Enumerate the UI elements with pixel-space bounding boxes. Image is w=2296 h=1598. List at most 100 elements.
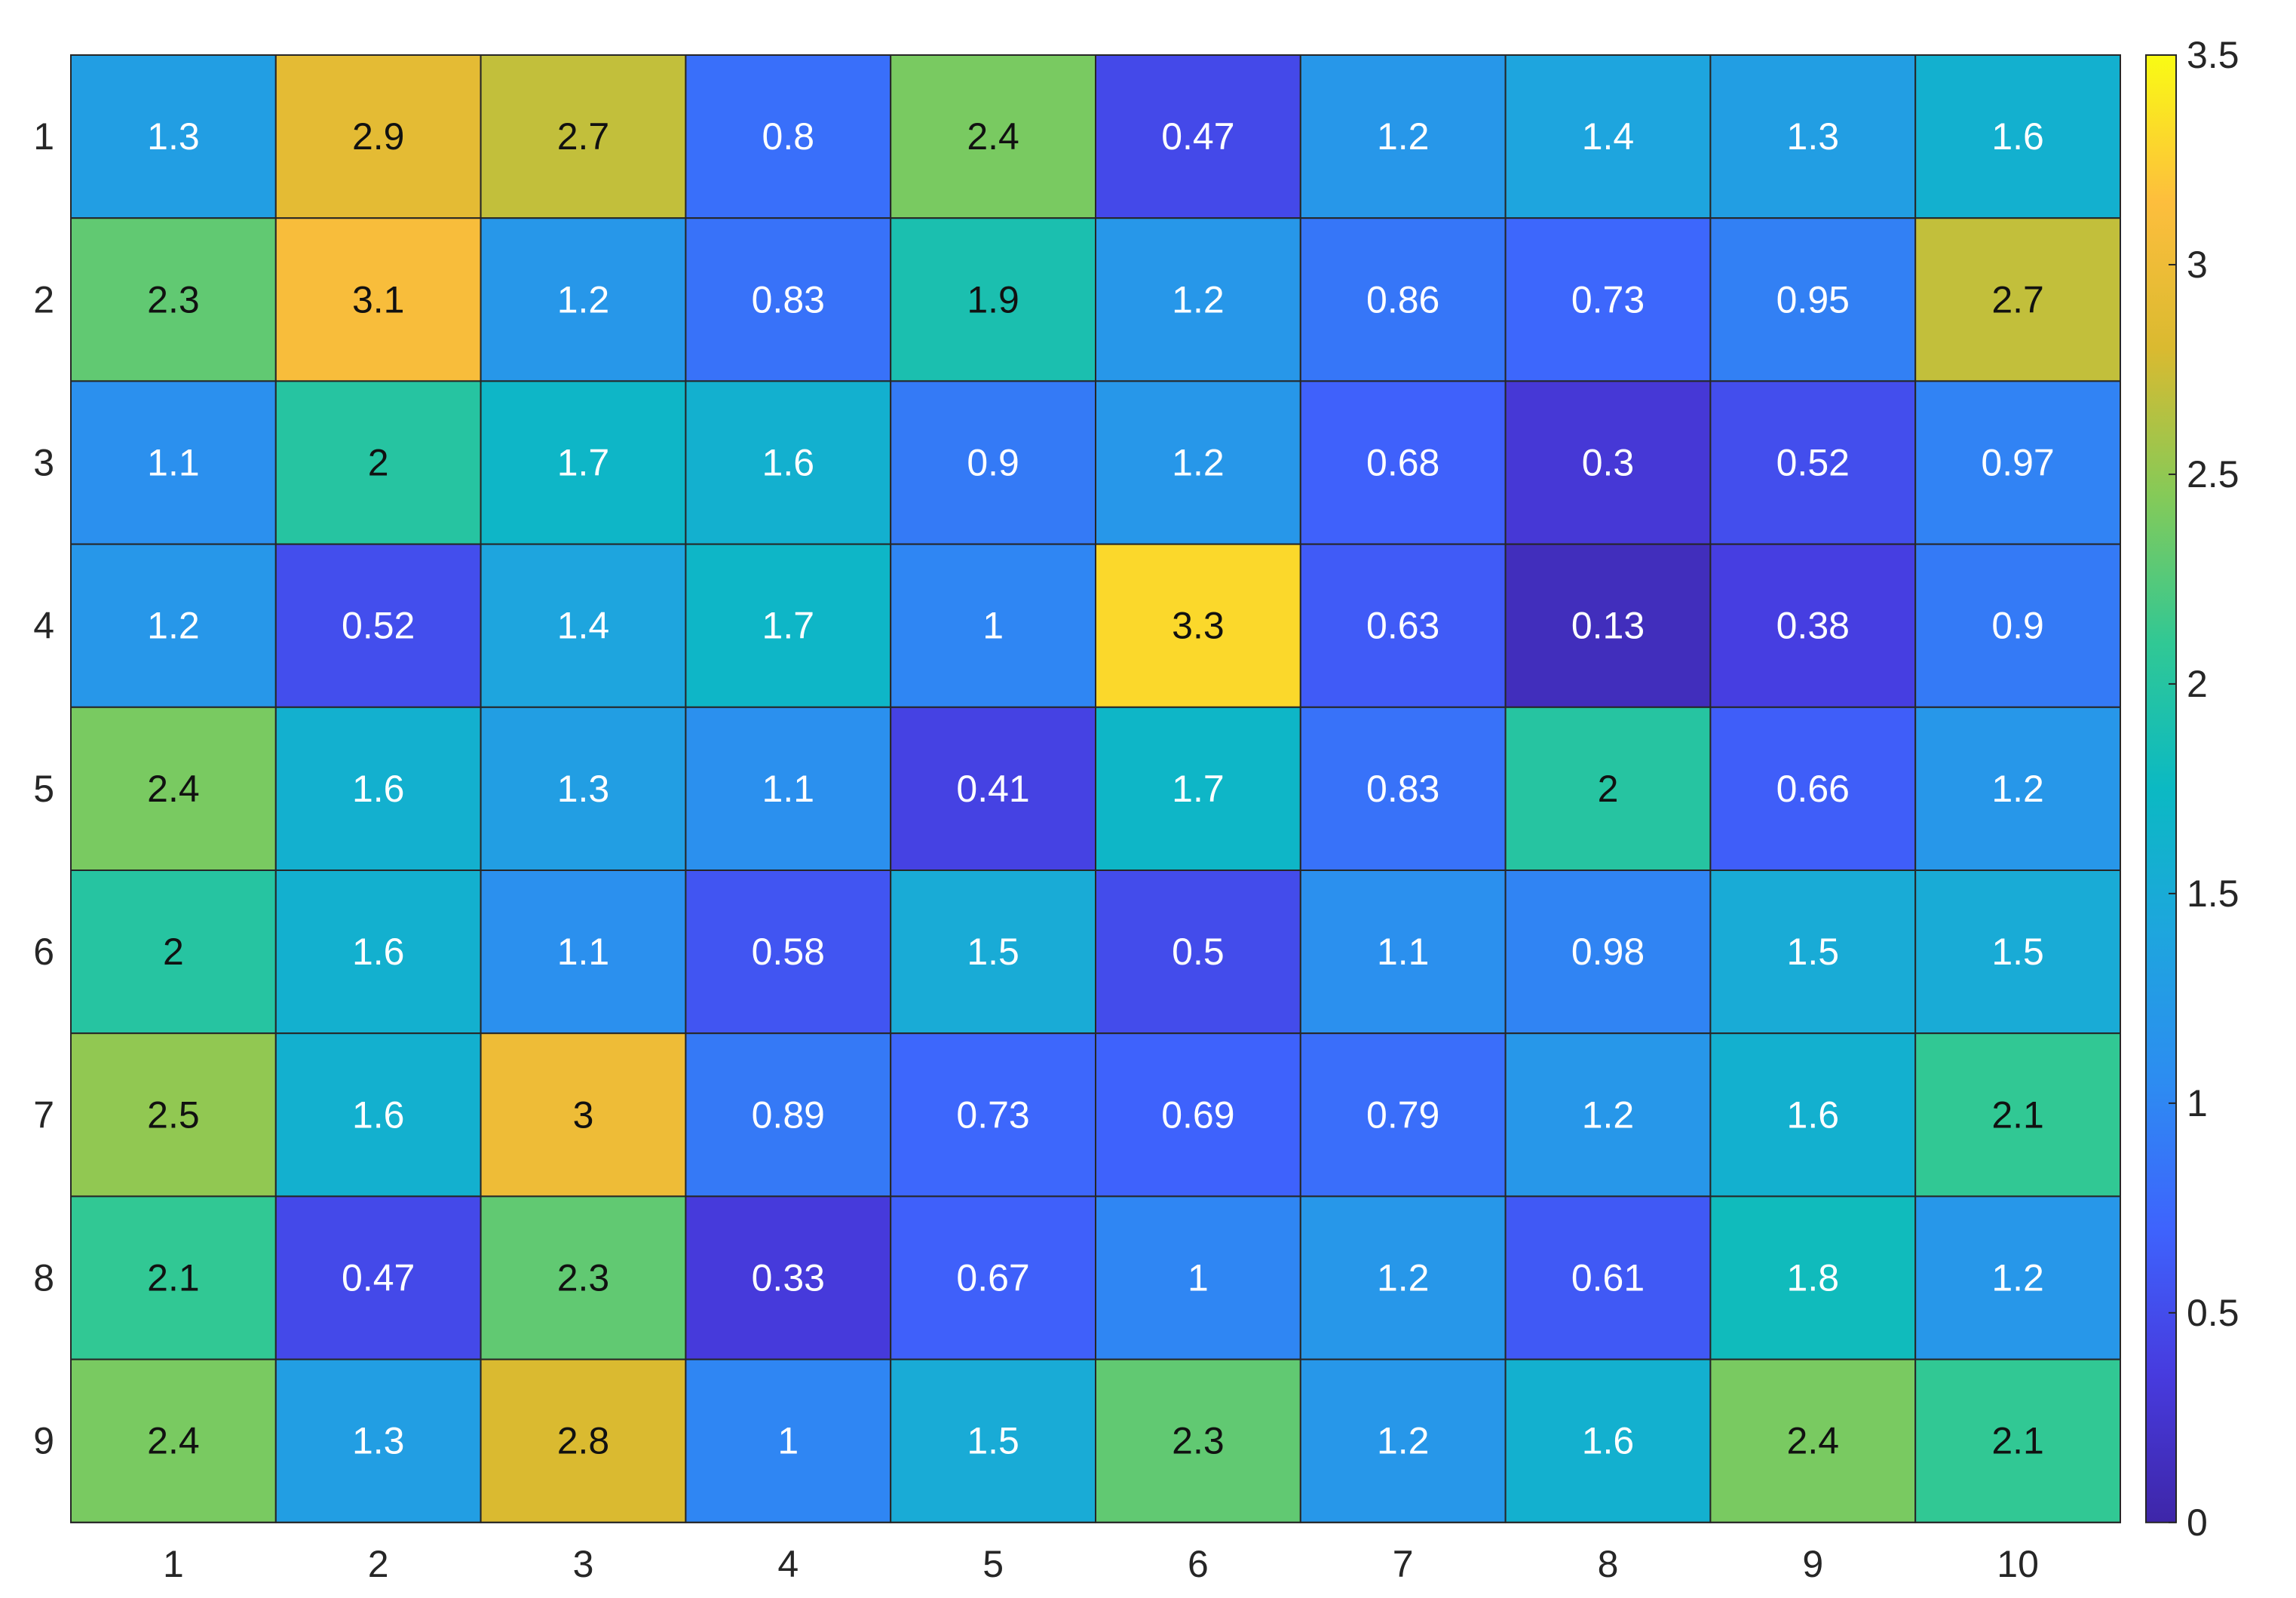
colorbar: 0 0.5 1 1.5 2 2.5 3 3.5 — [2145, 34, 2239, 1544]
heatmap-cell — [70, 870, 277, 1035]
x-tick-label: 1 — [163, 1543, 184, 1585]
x-tick-label: 4 — [777, 1543, 799, 1585]
cell-value-label: 1.6 — [352, 931, 405, 973]
cell-value-label: 2.3 — [147, 278, 200, 321]
heatmap-cell — [1299, 217, 1507, 382]
heatmap-cell — [1709, 380, 1917, 545]
cell-value-label: 1 — [777, 1420, 799, 1462]
heatmap-cell — [1299, 543, 1507, 708]
colorbar-tick-label: 3 — [2187, 244, 2208, 286]
cell-value-label: 2 — [1598, 768, 1619, 810]
heatmap-cell — [890, 870, 1096, 1035]
cell-value-label: 0.79 — [1366, 1093, 1439, 1136]
heatmap-cell — [1709, 217, 1917, 382]
cell-value-label: 0.8 — [762, 115, 815, 158]
heatmap-cell — [890, 54, 1096, 219]
y-tick-label: 8 — [33, 1257, 54, 1299]
heatmap-cell — [274, 1032, 482, 1198]
heatmap-cell — [1095, 54, 1301, 219]
y-tick-label: 5 — [33, 768, 54, 810]
x-tick-label: 7 — [1393, 1543, 1414, 1585]
cell-value-label: 2.1 — [1991, 1093, 2044, 1136]
cell-value-label: 1.1 — [147, 442, 200, 484]
heatmap-cell — [70, 1195, 277, 1360]
y-tick-label: 9 — [33, 1420, 54, 1462]
x-tick-label: 8 — [1598, 1543, 1619, 1585]
y-tick-label: 2 — [33, 278, 54, 321]
cell-value-label: 1.3 — [352, 1420, 405, 1462]
heatmap-cell — [890, 380, 1096, 545]
cell-value-label: 2.9 — [352, 115, 405, 158]
heatmap-cell — [1504, 1195, 1712, 1360]
heatmap-cell — [890, 543, 1096, 708]
cell-value-label: 2.8 — [557, 1420, 610, 1462]
cell-value-label: 0.63 — [1366, 605, 1439, 647]
cell-value-label: 1.2 — [1172, 442, 1225, 484]
cell-value-label: 2.4 — [967, 115, 1019, 158]
y-tick-label: 6 — [33, 931, 54, 973]
cell-value-label: 3.1 — [352, 278, 405, 321]
heatmap-cell — [1914, 217, 2121, 382]
heatmap-cell — [1095, 870, 1301, 1035]
cell-value-label: 1.8 — [1787, 1257, 1840, 1299]
x-tick-label: 6 — [1188, 1543, 1209, 1585]
heatmap-cell — [70, 1032, 277, 1198]
cell-value-label: 3 — [573, 1093, 594, 1136]
heatmap-cell — [1504, 1358, 1712, 1523]
heatmap-cell — [1095, 1358, 1301, 1523]
cell-value-label: 2.1 — [147, 1257, 200, 1299]
cell-value-label: 2.5 — [147, 1093, 200, 1136]
heatmap-cell — [480, 217, 687, 382]
cell-value-label: 0.73 — [956, 1093, 1029, 1136]
heatmap-cell — [1504, 380, 1712, 545]
heatmap-cell — [274, 380, 482, 545]
heatmap-cell — [1914, 706, 2121, 871]
cell-value-label: 2 — [163, 931, 184, 973]
cell-value-label: 1.4 — [1582, 115, 1635, 158]
x-axis-ticks: 1 2 3 4 5 6 7 8 9 10 — [163, 1543, 2039, 1585]
x-tick-label: 3 — [573, 1543, 594, 1585]
heatmap-cell — [1095, 706, 1301, 871]
heatmap-cell — [1299, 706, 1507, 871]
cell-value-label: 2 — [368, 442, 389, 484]
heatmap-cell — [890, 1195, 1096, 1360]
cell-value-label: 1.6 — [352, 768, 405, 810]
y-tick-label: 7 — [33, 1093, 54, 1136]
cell-value-label: 0.89 — [752, 1093, 825, 1136]
cell-value-label: 0.13 — [1571, 605, 1645, 647]
cell-value-label: 2.3 — [557, 1257, 610, 1299]
heatmap-cell — [70, 543, 277, 708]
heatmap-cell — [70, 380, 277, 545]
heatmap-cell — [1914, 543, 2121, 708]
heatmap-cell — [274, 1195, 482, 1360]
heatmap-cell — [685, 217, 892, 382]
cell-value-label: 2.3 — [1172, 1420, 1225, 1462]
cell-value-label: 0.98 — [1571, 931, 1645, 973]
cell-value-label: 0.69 — [1161, 1093, 1234, 1136]
heatmap-cell — [1299, 870, 1507, 1035]
cell-value-label: 1.5 — [967, 1420, 1019, 1462]
cell-value-label: 0.9 — [1991, 605, 2044, 647]
cell-value-label: 1.2 — [1991, 1257, 2044, 1299]
heatmap-cell — [1709, 1358, 1917, 1523]
cell-value-label: 0.83 — [1366, 768, 1439, 810]
heatmap-cell — [1095, 543, 1301, 708]
heatmap-cell — [1709, 543, 1917, 708]
cell-value-label: 1.7 — [557, 442, 610, 484]
heatmap-cell — [685, 870, 892, 1035]
cell-value-label: 1.1 — [557, 931, 610, 973]
cell-value-label: 1.3 — [147, 115, 200, 158]
colorbar-gradient — [2145, 54, 2177, 1523]
heatmap-cell — [1504, 706, 1712, 871]
cell-value-label: 2.1 — [1991, 1420, 2044, 1462]
heatmap-cell — [1709, 1195, 1917, 1360]
heatmap-cell — [1914, 54, 2121, 219]
cell-value-label: 2.7 — [1991, 278, 2044, 321]
cell-value-label: 0.5 — [1172, 931, 1225, 973]
cell-value-label: 1.2 — [1377, 1420, 1430, 1462]
cell-value-label: 1.5 — [1991, 931, 2044, 973]
cell-value-label: 1.6 — [1582, 1420, 1635, 1462]
heatmap-cell — [685, 54, 892, 219]
cell-value-label: 2.7 — [557, 115, 610, 158]
